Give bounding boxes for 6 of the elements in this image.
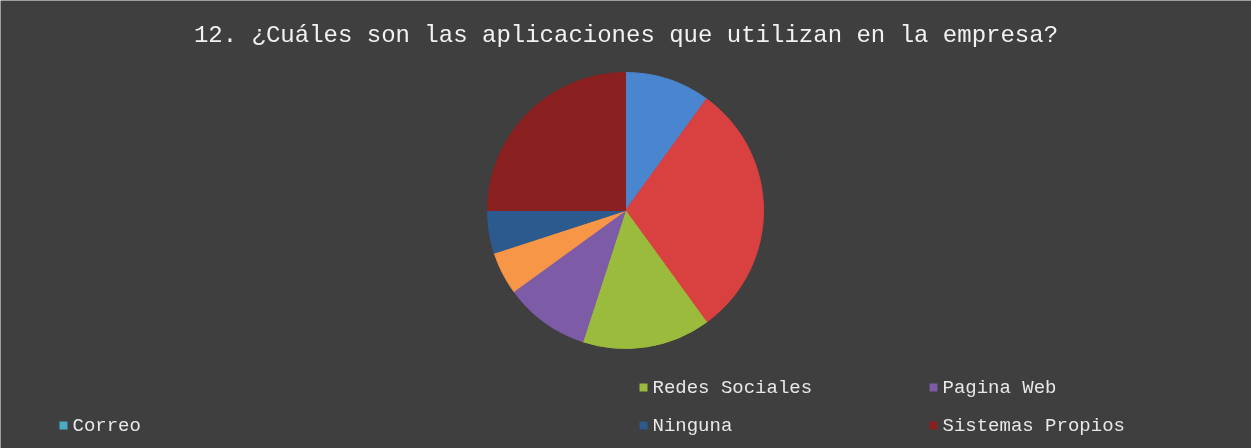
chart-title: 12. ¿Cuáles son las aplicaciones que utilizan en la empresa? [193, 22, 1059, 49]
legend-label: Pagina Web [942, 376, 1057, 399]
legend-label: Sistemas Propios [942, 414, 1125, 437]
legend-label: Ninguna [652, 414, 733, 437]
legend-label: Correo [72, 414, 141, 437]
legend-label: Redes Sociales [652, 376, 813, 399]
